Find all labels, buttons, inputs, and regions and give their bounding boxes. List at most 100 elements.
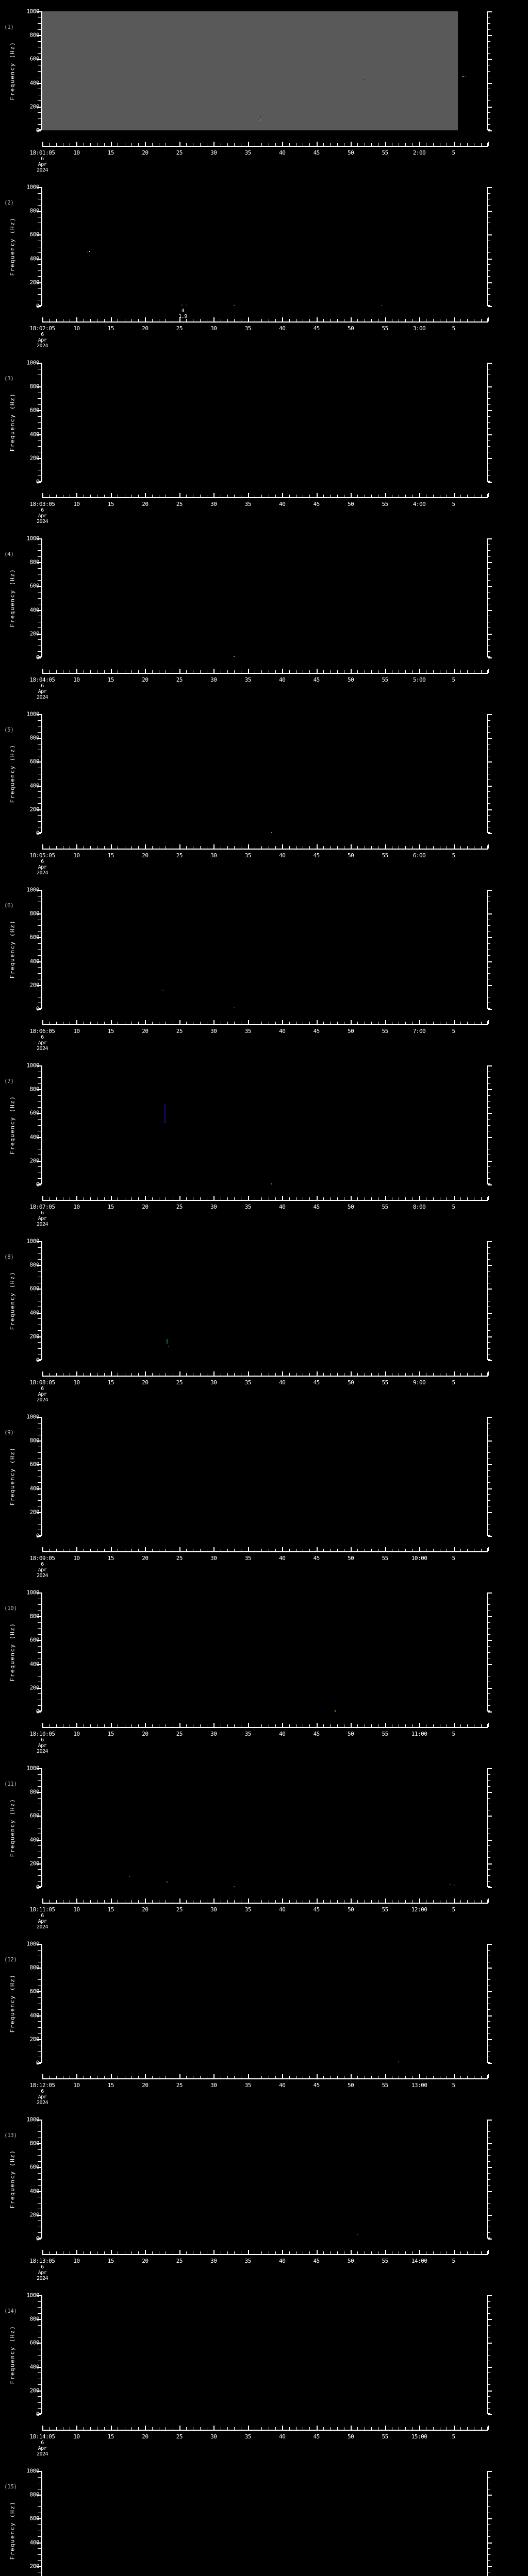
plot-area[interactable] xyxy=(42,1417,458,1536)
x-tick-major xyxy=(76,1371,78,1376)
plot-area[interactable] xyxy=(42,1065,458,1185)
y-tick-minor xyxy=(38,1452,41,1453)
right-tick-minor xyxy=(488,2408,490,2409)
y-tick-minor xyxy=(38,550,41,551)
y-tick-major xyxy=(37,1536,41,1537)
x-tick-label: 30 xyxy=(210,501,217,507)
x-tick-minor xyxy=(131,2251,132,2254)
x-tick-label: 15 xyxy=(107,1204,114,1210)
x-tick-minor xyxy=(186,1724,187,1727)
y-tick-major xyxy=(37,1360,41,1361)
right-tick-major xyxy=(488,985,492,986)
y-tick-major xyxy=(37,306,41,307)
right-tick-minor xyxy=(488,2021,490,2022)
right-tick-major xyxy=(488,1417,492,1418)
y-axis-cap-bottom xyxy=(39,2062,42,2063)
x-tick-minor xyxy=(289,1724,290,1727)
right-axis xyxy=(487,1944,492,2064)
x-tick-label: 18:13:05 xyxy=(29,2258,55,2264)
y-tick-major xyxy=(37,2143,41,2145)
x-tick-major xyxy=(419,1723,421,1727)
plot-area[interactable] xyxy=(42,714,458,833)
x-tick-major xyxy=(110,2250,112,2254)
right-tick-minor xyxy=(488,2232,490,2233)
x-tick-minor xyxy=(330,143,331,146)
right-axis xyxy=(487,2295,492,2415)
x-tick-major xyxy=(213,2074,215,2078)
x-tick-major xyxy=(351,1371,352,1376)
plot-area[interactable] xyxy=(42,363,458,482)
right-tick-minor xyxy=(488,2477,490,2478)
plot-area[interactable] xyxy=(42,11,458,131)
plot-area[interactable] xyxy=(42,187,458,306)
x-tick-major xyxy=(179,493,180,497)
y-tick-minor xyxy=(38,2554,41,2555)
x-tick-major xyxy=(419,1371,421,1376)
y-tick-minor xyxy=(38,1979,41,1980)
x-tick-label: 20 xyxy=(142,1731,148,1737)
x-tick-minor xyxy=(90,1724,91,1727)
x-tick-minor xyxy=(275,1373,276,1376)
y-axis: 0 200 400 600 800 1000 xyxy=(27,360,42,484)
x-tick-minor xyxy=(371,1724,372,1727)
plot-area[interactable] xyxy=(42,2471,458,2576)
right-tick-minor xyxy=(488,205,490,206)
x-tick-major xyxy=(316,2074,318,2078)
x-tick-minor xyxy=(412,1549,413,1551)
y-tick-label: 1000 xyxy=(26,2292,40,2299)
y-tick-major xyxy=(37,1089,41,1091)
y-tick-label: 400 xyxy=(29,606,40,613)
x-tick-minor xyxy=(289,2076,290,2078)
x-tick-minor xyxy=(49,846,50,849)
y-tick-label: 600 xyxy=(29,1636,40,1643)
y-tick-minor xyxy=(38,568,41,569)
y-tick-major xyxy=(37,1687,41,1689)
x-tick-minor xyxy=(412,670,413,673)
x-tick-minor xyxy=(104,2251,105,2254)
x-tick-minor xyxy=(138,2076,139,2078)
y-tick-label: 200 xyxy=(29,981,40,989)
y-tick-label: 0 xyxy=(36,1532,40,1539)
x-axis-cap-right xyxy=(487,845,488,849)
y-tick-minor xyxy=(38,2009,41,2010)
y-tick-label: 1000 xyxy=(26,2116,40,2123)
x-tick-minor xyxy=(261,1549,262,1551)
x-tick-major xyxy=(248,493,249,497)
y-tick-major xyxy=(37,1592,41,1594)
right-axis xyxy=(487,2120,492,2240)
x-tick-minor xyxy=(104,670,105,673)
plot-area[interactable] xyxy=(42,1241,458,1360)
x-tick-major xyxy=(213,1547,215,1551)
x-tick-minor xyxy=(186,2427,187,2430)
right-tick-major xyxy=(488,714,492,715)
right-tick-minor xyxy=(488,1693,490,1694)
right-tick-minor xyxy=(488,288,490,289)
y-tick-major xyxy=(37,1009,41,1010)
right-tick-minor xyxy=(488,925,490,926)
right-tick-minor xyxy=(488,639,490,640)
x-tick-major xyxy=(110,1723,112,1727)
plot-area[interactable] xyxy=(42,890,458,1009)
panel-number-label: (3) xyxy=(4,375,14,382)
plot-area[interactable] xyxy=(42,2295,458,2414)
plot-area[interactable] xyxy=(42,538,458,657)
y-tick-minor xyxy=(38,270,41,271)
y-tick-major xyxy=(37,1265,41,1266)
plot-area[interactable] xyxy=(42,1592,458,1711)
x-tick-minor xyxy=(131,1373,132,1376)
plot-area[interactable] xyxy=(42,1768,458,1887)
x-tick-major xyxy=(42,1547,43,1551)
y-tick-minor xyxy=(38,1652,41,1653)
x-tick-minor xyxy=(152,1197,153,1200)
x-tick-label: 40 xyxy=(279,2082,286,2089)
right-tick-major xyxy=(488,2191,492,2192)
plot-area[interactable] xyxy=(42,2120,458,2239)
y-tick-minor xyxy=(38,1857,41,1858)
x-tick-major xyxy=(110,2426,112,2430)
plot-area[interactable] xyxy=(42,1944,458,2063)
date-stack-label: 6 Apr 2024 xyxy=(36,1386,48,1403)
x-tick-major xyxy=(385,1547,386,1551)
x-tick-minor xyxy=(227,1549,228,1551)
right-tick-major xyxy=(488,1768,492,1769)
y-tick-major xyxy=(37,1065,41,1066)
